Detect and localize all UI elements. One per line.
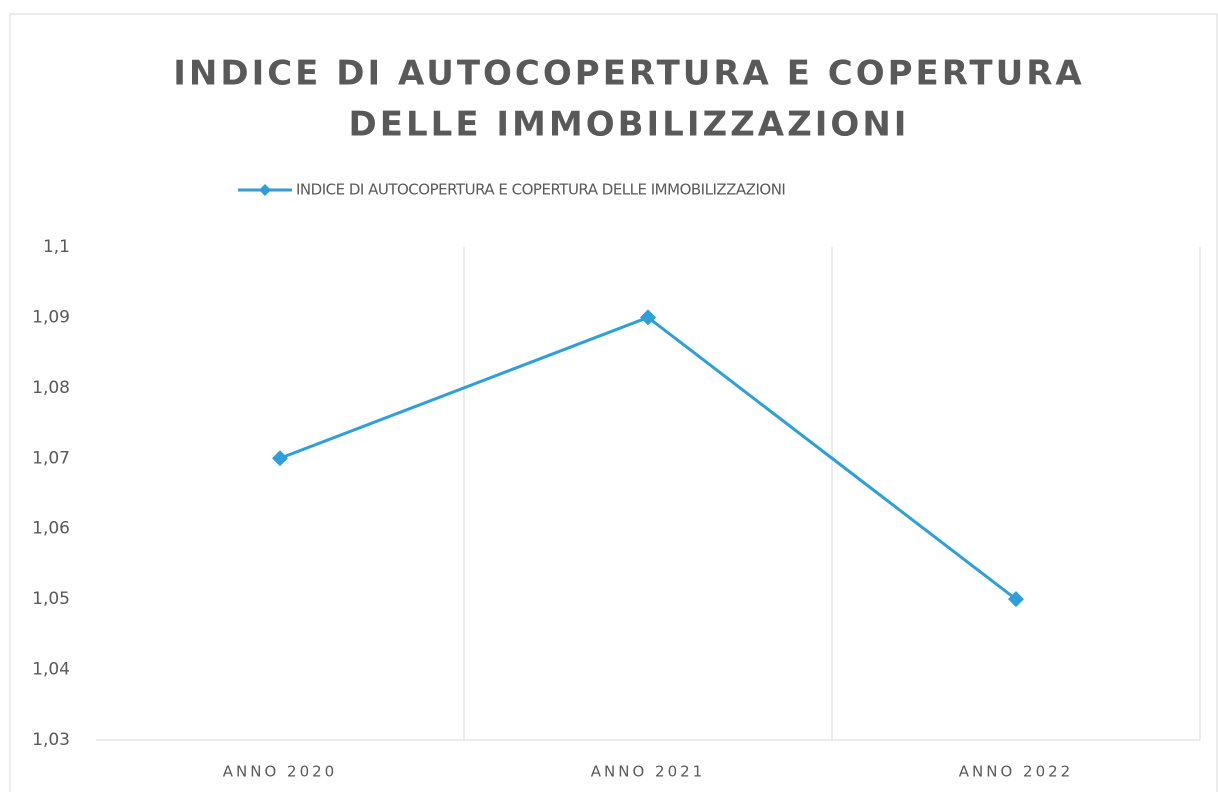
legend-label: INDICE DI AUTOCOPERTURA E COPERTURA DELL… — [296, 181, 785, 199]
x-tick-label: ANNO 2021 — [591, 763, 705, 781]
chart-title: DELLE IMMOBILIZZAZIONI — [349, 105, 910, 145]
marker — [1008, 591, 1024, 608]
y-tick-label: 1,07 — [32, 448, 70, 468]
legend-marker — [259, 184, 271, 196]
chart-frame — [9, 13, 1218, 796]
y-tick-label: 1,05 — [32, 589, 70, 609]
x-tick-label: ANNO 2022 — [959, 763, 1073, 781]
y-tick-label: 1,1 — [43, 237, 70, 257]
marker — [272, 450, 288, 467]
y-tick-label: 1,08 — [32, 378, 70, 398]
y-tick-label: 1,09 — [32, 307, 70, 327]
x-tick-label: ANNO 2020 — [223, 763, 337, 781]
y-tick-label: 1,06 — [32, 519, 70, 539]
y-tick-label: 1,03 — [32, 730, 70, 750]
marker — [640, 309, 656, 326]
y-tick-label: 1,04 — [32, 660, 70, 680]
chart-title: INDICE DI AUTOCOPERTURA E COPERTURA — [173, 54, 1084, 94]
